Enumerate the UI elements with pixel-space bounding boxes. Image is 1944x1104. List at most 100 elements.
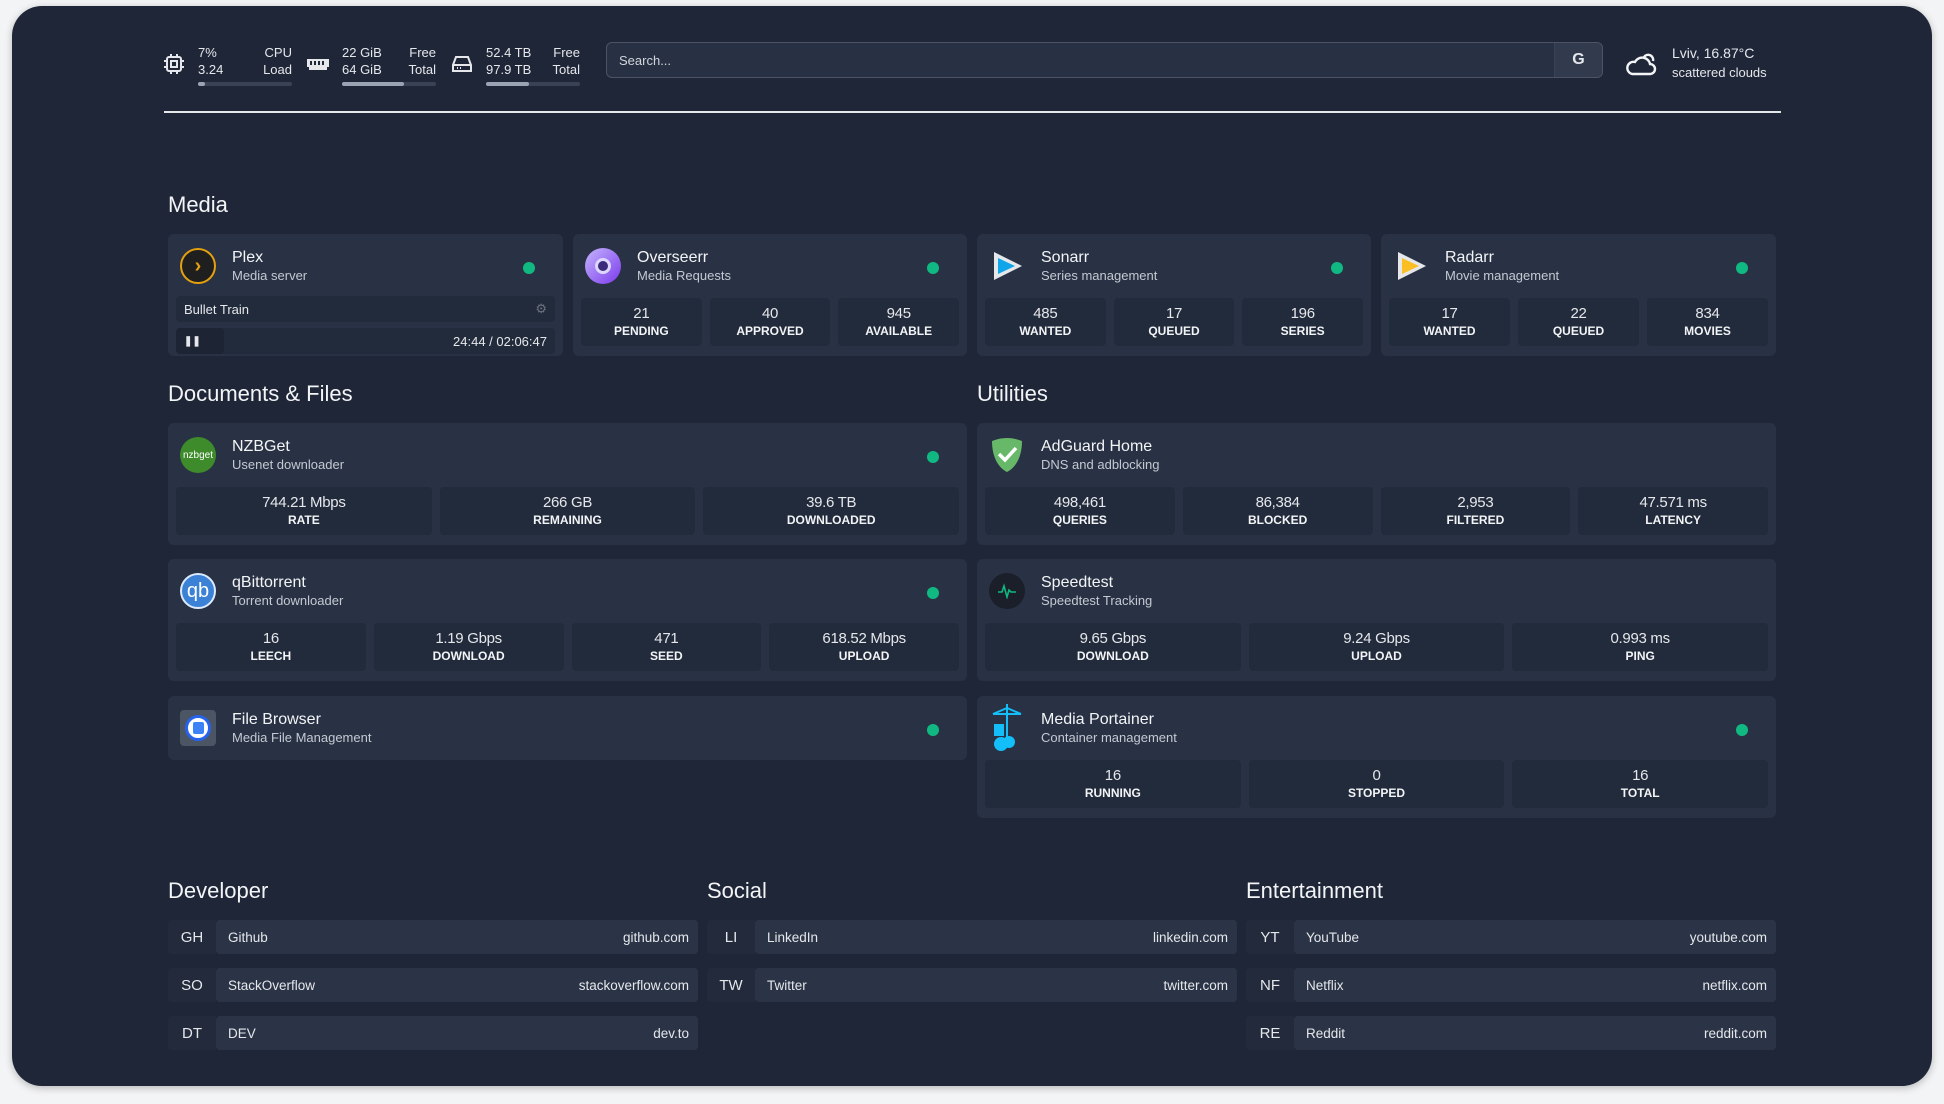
radarr-logo-icon bbox=[1393, 248, 1429, 284]
service-card-sonarr[interactable]: Sonarr Series management 485 WANTED 17 QUEU… bbox=[977, 234, 1371, 356]
service-card-qbittorrent[interactable]: qb qBittorrent Torrent downloader 16 LEECH… bbox=[168, 559, 967, 681]
stat-value: 0.993 ms bbox=[1610, 630, 1671, 647]
stat-value: 16 bbox=[262, 630, 279, 647]
section-title-media: Media bbox=[168, 192, 228, 217]
bookmark-linkedin[interactable]: LI LinkedIn linkedin.com bbox=[707, 920, 1237, 954]
search-engine-button[interactable]: G bbox=[1554, 43, 1602, 77]
stat-label: RATE bbox=[287, 513, 320, 527]
stat-label: BLOCKED bbox=[1247, 513, 1308, 527]
stat-downloaded: 39.6 TB DOWNLOADED bbox=[703, 487, 960, 535]
service-card-portainer[interactable]: Media Portainer Container management 16 RU… bbox=[977, 696, 1776, 818]
service-desc: Media Requests bbox=[637, 267, 731, 283]
settings-icon[interactable]: ⚙ bbox=[535, 301, 547, 316]
bookmark-dev[interactable]: DT DEV dev.to bbox=[168, 1016, 698, 1050]
service-name: AdGuard Home bbox=[1041, 437, 1153, 455]
bookmark-name: Github bbox=[228, 929, 268, 945]
stat-value: 22 bbox=[1570, 305, 1587, 322]
stat-upload: 9.24 Gbps UPLOAD bbox=[1248, 623, 1505, 671]
overseerr-logo-icon bbox=[585, 248, 621, 284]
section-title-entertainment: Entertainment bbox=[1246, 878, 1383, 903]
service-name: Plex bbox=[232, 248, 264, 266]
disk-total: 97.9 TB bbox=[486, 62, 532, 77]
service-name: NZBGet bbox=[232, 437, 290, 455]
stat-value: 17 bbox=[1165, 305, 1183, 322]
stat-ping: 0.993 ms PING bbox=[1512, 623, 1769, 671]
stat-label: LATENCY bbox=[1645, 513, 1702, 527]
bookmark-abbr: GH bbox=[168, 920, 216, 954]
stat-label: QUEUED bbox=[1552, 324, 1605, 338]
dashboard-window bbox=[12, 6, 1932, 1086]
stat-label: SEED bbox=[650, 649, 683, 663]
stat-available: 945 AVAILABLE bbox=[838, 298, 960, 346]
stat-label: DOWNLOADED bbox=[786, 513, 876, 527]
stat-pending: 21 PENDING bbox=[581, 298, 702, 346]
search-input[interactable] bbox=[607, 43, 1554, 77]
service-card-file-browser[interactable]: File Browser Media File Management bbox=[168, 696, 967, 760]
bookmark-abbr: YT bbox=[1246, 920, 1294, 954]
stat-value: 40 bbox=[761, 305, 779, 322]
pause-icon[interactable]: ❚❚ bbox=[184, 335, 201, 347]
stat-wanted: 17 WANTED bbox=[1389, 298, 1510, 346]
stat-download: 9.65 Gbps DOWNLOAD bbox=[985, 623, 1241, 671]
stat-label: UPLOAD bbox=[1351, 649, 1402, 663]
service-card-radarr[interactable]: Radarr Movie management 17 WANTED 22 QUEUED… bbox=[1381, 234, 1776, 356]
service-desc: Torrent downloader bbox=[232, 592, 344, 608]
service-name: Radarr bbox=[1445, 248, 1494, 266]
service-desc: Media server bbox=[232, 267, 308, 283]
total-label: Total bbox=[552, 62, 580, 77]
bookmark-github[interactable]: GH Github github.com bbox=[168, 920, 698, 954]
stat-stopped: 0 STOPPED bbox=[1248, 760, 1505, 808]
service-card-adguard[interactable]: AdGuard Home DNS and adblocking 498,461 QU… bbox=[977, 423, 1776, 545]
bookmark-url: netflix.com bbox=[1702, 977, 1767, 993]
bookmark-url: reddit.com bbox=[1703, 1025, 1767, 1041]
stat-label: DOWNLOAD bbox=[432, 649, 505, 663]
bookmark-url: linkedin.com bbox=[1152, 929, 1228, 945]
stat-label: LEECH bbox=[250, 649, 292, 663]
stat-label: REMAINING bbox=[533, 513, 602, 527]
stat-rate: 744.21 Mbps RATE bbox=[176, 487, 432, 535]
service-card-overseerr[interactable]: Overseerr Media Requests 21 PENDING 40 APPR… bbox=[573, 234, 967, 356]
stat-queued: 17 QUEUED bbox=[1113, 298, 1235, 346]
stat-upload: 618.52 Mbps UPLOAD bbox=[769, 623, 959, 671]
stat-value: 0 bbox=[1372, 767, 1381, 784]
status-dot bbox=[927, 724, 939, 736]
bookmark-twitter[interactable]: TW Twitter twitter.com bbox=[707, 968, 1237, 1002]
service-card-plex[interactable]: › Plex Media server Bullet Train ⚙ ❚❚ 24:4… bbox=[168, 234, 563, 356]
stat-value: 16 bbox=[1632, 767, 1649, 784]
bookmark-url: youtube.com bbox=[1689, 929, 1767, 945]
stat-value: 21 bbox=[633, 305, 650, 322]
service-name: qBittorrent bbox=[232, 573, 306, 591]
speedtest-logo-icon bbox=[989, 573, 1025, 609]
stat-filtered: 2,953 FILTERED bbox=[1380, 487, 1571, 535]
bookmark-stackoverflow[interactable]: SO StackOverflow stackoverflow.com bbox=[168, 968, 698, 1002]
stat-download: 1.19 Gbps DOWNLOAD bbox=[373, 623, 564, 671]
stat-leech: 16 LEECH bbox=[176, 623, 366, 671]
stat-label: SERIES bbox=[1280, 324, 1325, 338]
now-playing-title: Bullet Train bbox=[184, 301, 250, 317]
bookmark-name: StackOverflow bbox=[228, 977, 316, 993]
bookmark-reddit[interactable]: RE Reddit reddit.com bbox=[1246, 1016, 1776, 1050]
stat-value: 266 GB bbox=[542, 494, 593, 511]
service-name: Speedtest bbox=[1041, 573, 1114, 591]
stat-value: 2,953 bbox=[1457, 494, 1494, 511]
bookmark-url: stackoverflow.com bbox=[578, 977, 689, 993]
stat-movies: 834 MOVIES bbox=[1647, 298, 1768, 346]
bookmark-name: LinkedIn bbox=[767, 929, 819, 945]
memory-total: 64 GiB bbox=[342, 62, 382, 77]
bookmark-netflix[interactable]: NF Netflix netflix.com bbox=[1246, 968, 1776, 1002]
stat-value: 1.19 Gbps bbox=[435, 630, 502, 647]
stat-label: MOVIES bbox=[1684, 324, 1731, 338]
stat-value: 86,384 bbox=[1255, 494, 1300, 511]
service-desc: Usenet downloader bbox=[232, 456, 345, 472]
service-card-nzbget[interactable]: nzbget NZBGet Usenet downloader 744.21 Mb… bbox=[168, 423, 967, 545]
service-name: Media Portainer bbox=[1041, 710, 1154, 728]
bookmark-youtube[interactable]: YT YouTube youtube.com bbox=[1246, 920, 1776, 954]
service-desc: Container management bbox=[1041, 729, 1177, 745]
stat-remaining: 266 GB REMAINING bbox=[439, 487, 696, 535]
bookmark-name: DEV bbox=[228, 1025, 256, 1041]
cpu-label: CPU bbox=[264, 45, 292, 60]
memory-free: 22 GiB bbox=[342, 45, 382, 60]
service-card-speedtest[interactable]: Speedtest Speedtest Tracking 9.65 Gbps DOW… bbox=[977, 559, 1776, 681]
stat-latency: 47.571 ms LATENCY bbox=[1578, 487, 1768, 535]
load-label: Load bbox=[263, 62, 292, 77]
